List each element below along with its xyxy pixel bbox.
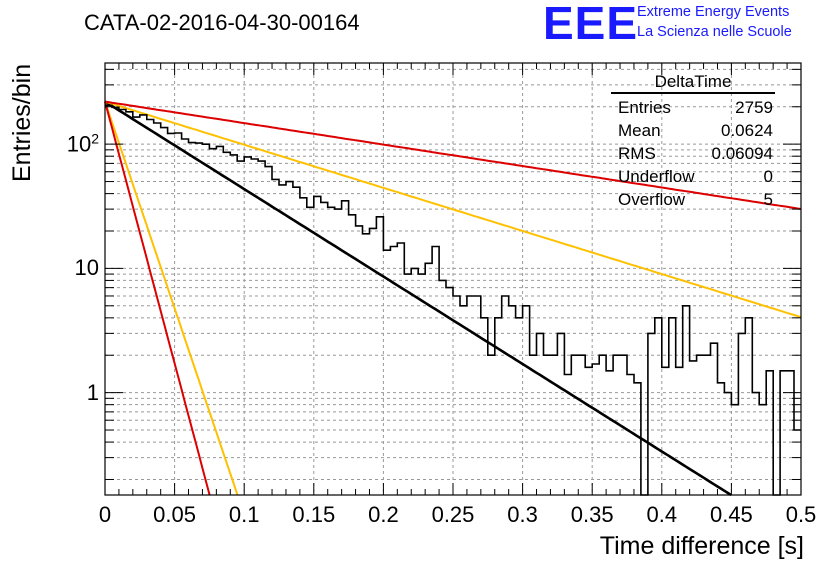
stats-row: Overflow 5 bbox=[611, 188, 775, 211]
stats-label: Underflow bbox=[618, 167, 695, 186]
fit-curve-2 bbox=[104, 100, 802, 210]
x-tick-label: 0.25 bbox=[431, 502, 475, 527]
stats-value: 5 bbox=[763, 190, 773, 209]
logo-text: Extreme Energy Events La Scienza nelle S… bbox=[637, 2, 792, 42]
stats-value: 0.0624 bbox=[721, 121, 773, 140]
stats-box: DeltaTime Entries 2759 Mean 0.0624 RMS 0.0609… bbox=[611, 72, 775, 211]
stats-value: 0.06094 bbox=[711, 144, 773, 163]
stats-label: RMS bbox=[618, 144, 656, 163]
stats-row: Underflow 0 bbox=[611, 165, 775, 188]
x-tick-label: 0.05 bbox=[153, 502, 197, 527]
x-tick-label: 0 bbox=[98, 502, 112, 527]
y-axis-label: Entries/bin bbox=[8, 63, 36, 182]
fit-curves bbox=[104, 100, 802, 497]
stats-label: Entries bbox=[618, 98, 671, 117]
logo-line-2: La Scienza nelle Scuole bbox=[637, 24, 792, 40]
chart-title: CATA-02-2016-04-30-00164 bbox=[84, 10, 360, 35]
histogram-outline bbox=[105, 104, 801, 496]
stats-row: RMS 0.06094 bbox=[611, 142, 775, 165]
y-tick-label: 1 bbox=[87, 380, 99, 406]
x-tick-label: 0.5 bbox=[785, 502, 817, 527]
logo-line-1: Extreme Energy Events bbox=[637, 4, 790, 20]
stats-value: 0 bbox=[763, 167, 773, 186]
y-tick-label-base: 10 bbox=[66, 131, 92, 157]
fit-curve-0 bbox=[104, 100, 732, 497]
x-tick-label: 0.3 bbox=[507, 502, 538, 527]
y-tick-label-exponent: 2 bbox=[91, 130, 99, 147]
y-tick-label: 10 bbox=[75, 255, 99, 281]
x-axis-label: Time difference [s] bbox=[599, 532, 804, 560]
stats-box-name: DeltaTime bbox=[654, 72, 732, 91]
stats-label: Mean bbox=[618, 121, 661, 140]
x-tick-label: 0.4 bbox=[646, 502, 678, 527]
x-tick-label: 0.1 bbox=[228, 502, 260, 527]
stats-value: 2759 bbox=[735, 98, 773, 117]
stats-row: Entries 2759 bbox=[611, 96, 775, 119]
fit-curve-1 bbox=[104, 100, 802, 319]
eee-logo: EEE bbox=[543, 0, 639, 49]
y-tick-label-base: 10 bbox=[74, 255, 99, 281]
stats-label: Overflow bbox=[618, 190, 686, 209]
stats-row: Mean 0.0624 bbox=[611, 119, 775, 142]
fit-curve-3 bbox=[104, 101, 239, 496]
histogram bbox=[105, 104, 801, 496]
x-tick-label: 0.2 bbox=[368, 502, 399, 527]
stats-box-divider bbox=[611, 92, 775, 94]
x-tick-label: 0.45 bbox=[709, 502, 753, 527]
grid-lines bbox=[104, 63, 802, 495]
fit-curve-4 bbox=[104, 101, 211, 496]
y-tick-label: 102 bbox=[67, 130, 99, 157]
x-tick-label: 0.35 bbox=[570, 502, 614, 527]
axis-ticks bbox=[104, 63, 802, 495]
x-tick-label: 0.15 bbox=[292, 502, 336, 527]
y-tick-label-base: 1 bbox=[86, 379, 99, 405]
